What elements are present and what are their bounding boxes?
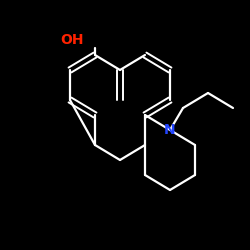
Text: OH: OH [60, 33, 84, 47]
Text: N: N [164, 123, 176, 137]
